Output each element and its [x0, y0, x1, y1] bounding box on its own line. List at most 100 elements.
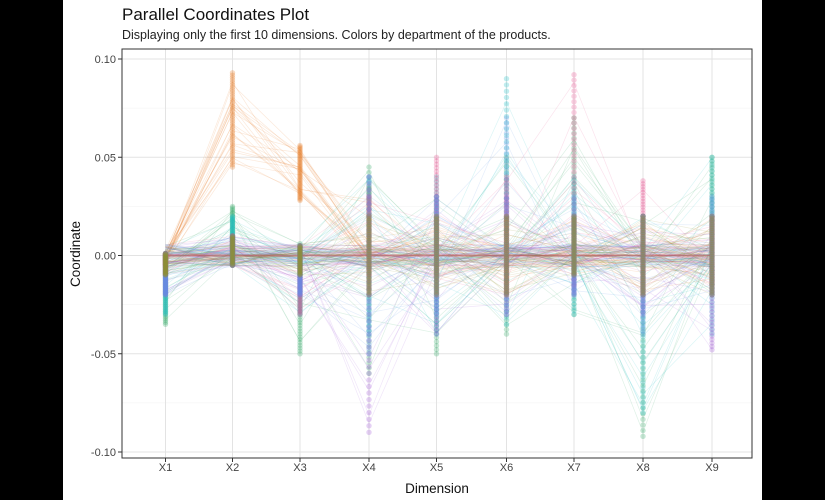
- data-point: [229, 208, 236, 214]
- data-point: [433, 254, 440, 261]
- data-point: [571, 115, 577, 121]
- data-point: [571, 225, 577, 231]
- data-point: [709, 213, 715, 219]
- data-point: [709, 215, 715, 221]
- data-point: [640, 239, 646, 246]
- data-point: [571, 215, 577, 221]
- data-point: [229, 233, 236, 240]
- data-point: [640, 223, 646, 229]
- series-line: [165, 204, 713, 291]
- data-point: [709, 284, 715, 290]
- data-point: [709, 209, 715, 215]
- data-point: [297, 147, 303, 153]
- data-point: [297, 260, 303, 266]
- series-line: [165, 103, 713, 268]
- data-point: [571, 226, 577, 232]
- data-point: [571, 131, 577, 137]
- data-point: [709, 209, 715, 215]
- data-point: [162, 262, 169, 268]
- y-tick-label: -0.10: [91, 447, 116, 459]
- data-point: [433, 274, 440, 280]
- data-point: [229, 221, 236, 227]
- data-point: [366, 193, 372, 200]
- data-point: [229, 255, 236, 262]
- data-point: [433, 213, 440, 219]
- data-point: [366, 263, 372, 270]
- data-point: [229, 238, 236, 244]
- data-point: [640, 319, 646, 325]
- data-point: [433, 182, 440, 189]
- data-point: [571, 214, 577, 220]
- data-point: [229, 255, 236, 261]
- series-line: [165, 243, 713, 289]
- data-point: [229, 254, 236, 260]
- data-point: [297, 193, 303, 199]
- data-point: [162, 284, 169, 291]
- data-point: [229, 239, 236, 245]
- data-point: [503, 201, 510, 207]
- data-point: [433, 256, 440, 263]
- data-point: [162, 259, 169, 265]
- data-point: [433, 254, 440, 260]
- data-point: [229, 261, 236, 268]
- data-point: [366, 187, 372, 194]
- series-line: [165, 239, 713, 296]
- data-point: [433, 339, 440, 345]
- data-point: [162, 264, 169, 271]
- data-point: [709, 259, 715, 266]
- data-point: [162, 259, 169, 265]
- data-point: [571, 264, 577, 271]
- data-point: [229, 249, 236, 255]
- data-point: [229, 250, 236, 256]
- data-point: [503, 219, 510, 225]
- data-point: [709, 326, 715, 332]
- data-point: [229, 249, 236, 255]
- data-point: [709, 271, 715, 278]
- series-line: [165, 106, 713, 272]
- data-point: [297, 266, 303, 273]
- data-point: [366, 206, 372, 213]
- data-point: [433, 288, 440, 294]
- data-point: [503, 255, 510, 262]
- data-point: [162, 288, 169, 294]
- series-line: [165, 213, 713, 289]
- data-point: [433, 269, 440, 276]
- data-point: [709, 154, 715, 160]
- data-point: [503, 213, 510, 219]
- data-point: [709, 214, 715, 220]
- data-point: [162, 258, 169, 264]
- data-point: [433, 269, 440, 275]
- data-point: [433, 233, 440, 239]
- data-point: [709, 234, 715, 240]
- data-point: [709, 280, 715, 286]
- data-point: [433, 193, 440, 200]
- data-point: [366, 292, 372, 298]
- data-point: [162, 278, 169, 285]
- data-point: [503, 231, 510, 237]
- data-point: [503, 224, 510, 230]
- data-point: [162, 289, 169, 296]
- data-point: [229, 96, 236, 103]
- data-point: [162, 253, 169, 260]
- data-point: [571, 77, 577, 83]
- data-point: [571, 266, 577, 273]
- data-point: [162, 252, 169, 258]
- data-point: [229, 240, 236, 246]
- data-point: [709, 277, 715, 283]
- data-point: [640, 223, 646, 229]
- data-point: [366, 241, 372, 248]
- data-point: [640, 286, 646, 292]
- series-line: [165, 224, 713, 282]
- data-point: [229, 251, 236, 257]
- data-point: [433, 302, 440, 309]
- series-line: [165, 136, 713, 267]
- data-point: [709, 268, 715, 274]
- data-point: [709, 259, 715, 266]
- data-point: [640, 229, 646, 235]
- data-point: [503, 266, 510, 272]
- data-point: [709, 323, 715, 329]
- data-point: [709, 216, 715, 223]
- data-point: [162, 291, 169, 297]
- data-point: [229, 234, 236, 241]
- data-point: [433, 227, 440, 233]
